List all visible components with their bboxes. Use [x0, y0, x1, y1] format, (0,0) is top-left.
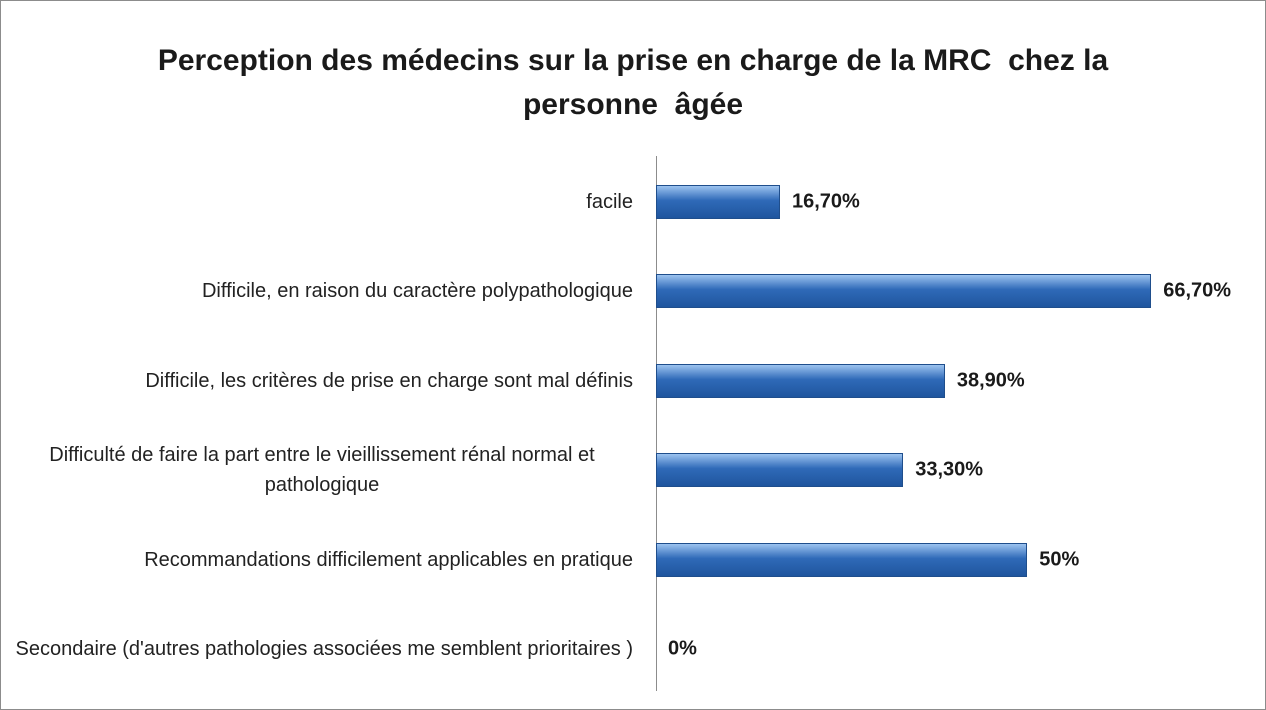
category-label-box: Secondaire (d'autres pathologies associé… — [11, 634, 633, 664]
category-label: Secondaire (d'autres pathologies associé… — [15, 638, 633, 660]
bar — [656, 542, 1028, 577]
category-label-box: Recommandations difficilement applicable… — [11, 545, 633, 575]
data-label: 0% — [668, 637, 697, 660]
category-label: Difficile, les critères de prise en char… — [145, 369, 633, 392]
category-label: Difficulté de faire la part entre le vie… — [49, 444, 595, 497]
category-axis — [656, 156, 657, 691]
data-label: 16,70% — [791, 190, 860, 213]
category-label: Recommandations difficilement applicable… — [144, 548, 633, 571]
data-label: 66,70% — [1163, 279, 1232, 302]
bar — [656, 185, 780, 219]
data-label: 33,30% — [915, 458, 984, 481]
category-label: facile — [586, 191, 633, 213]
data-label: 38,90% — [956, 369, 1025, 392]
bar — [656, 453, 904, 488]
bar — [656, 363, 945, 398]
title-box: Perception des médecins sur la prise en … — [1, 39, 1265, 127]
data-label: 50% — [1039, 548, 1080, 571]
category-label-box: Difficulté de faire la part entre le vie… — [11, 440, 633, 500]
category-label-box: facile — [11, 187, 633, 217]
category-label-box: Difficile, les critères de prise en char… — [11, 366, 633, 396]
category-label: Difficile, en raison du caractère polypa… — [201, 280, 633, 303]
bar — [656, 274, 1152, 309]
category-label-box: Difficile, en raison du caractère polypa… — [11, 276, 633, 306]
chart-title: Perception des médecins sur la prise en … — [157, 44, 1117, 121]
